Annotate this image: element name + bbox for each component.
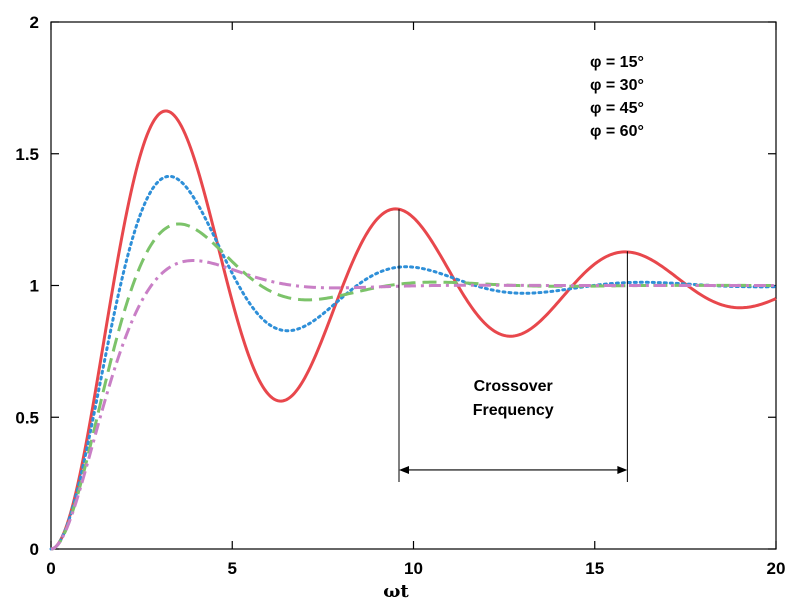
series-line-1 [50,109,777,551]
y-tick-label: 2 [30,13,39,32]
legend-entry: φ = 60° [590,123,644,140]
arrowhead-left-icon [399,465,409,474]
legend-entry: φ = 15° [590,54,644,71]
annotation-text-line: Frequency [473,402,554,419]
y-tick-label: 0.5 [15,408,39,427]
series-line-2 [49,174,778,551]
crossover-annotation: Crossover Frequency [398,209,628,482]
series-lines [49,109,778,551]
x-tick-label: 0 [46,559,55,578]
series-line-4 [50,259,776,551]
arrowhead-right-icon [617,465,628,474]
x-tick-label: 20 [767,559,786,578]
legend-entry: φ = 45° [590,100,644,117]
series-line-3 [50,222,777,551]
x-tick-label: 15 [585,559,604,578]
y-tick-label: 1 [30,277,39,296]
legend-entry: φ = 30° [590,77,644,94]
annotation-text-line: Crossover [474,378,553,395]
x-axis-label: ωt [383,581,409,600]
x-tick-label: 10 [404,559,423,578]
axes: 0 5 10 15 20 0 0.5 1 1.5 2 [15,13,785,578]
legend: φ = 15° φ = 30° φ = 45° φ = 60° [590,54,644,140]
y-tick-label: 0 [30,540,39,559]
y-tick-label: 1.5 [15,145,39,164]
x-tick-label: 5 [228,559,237,578]
